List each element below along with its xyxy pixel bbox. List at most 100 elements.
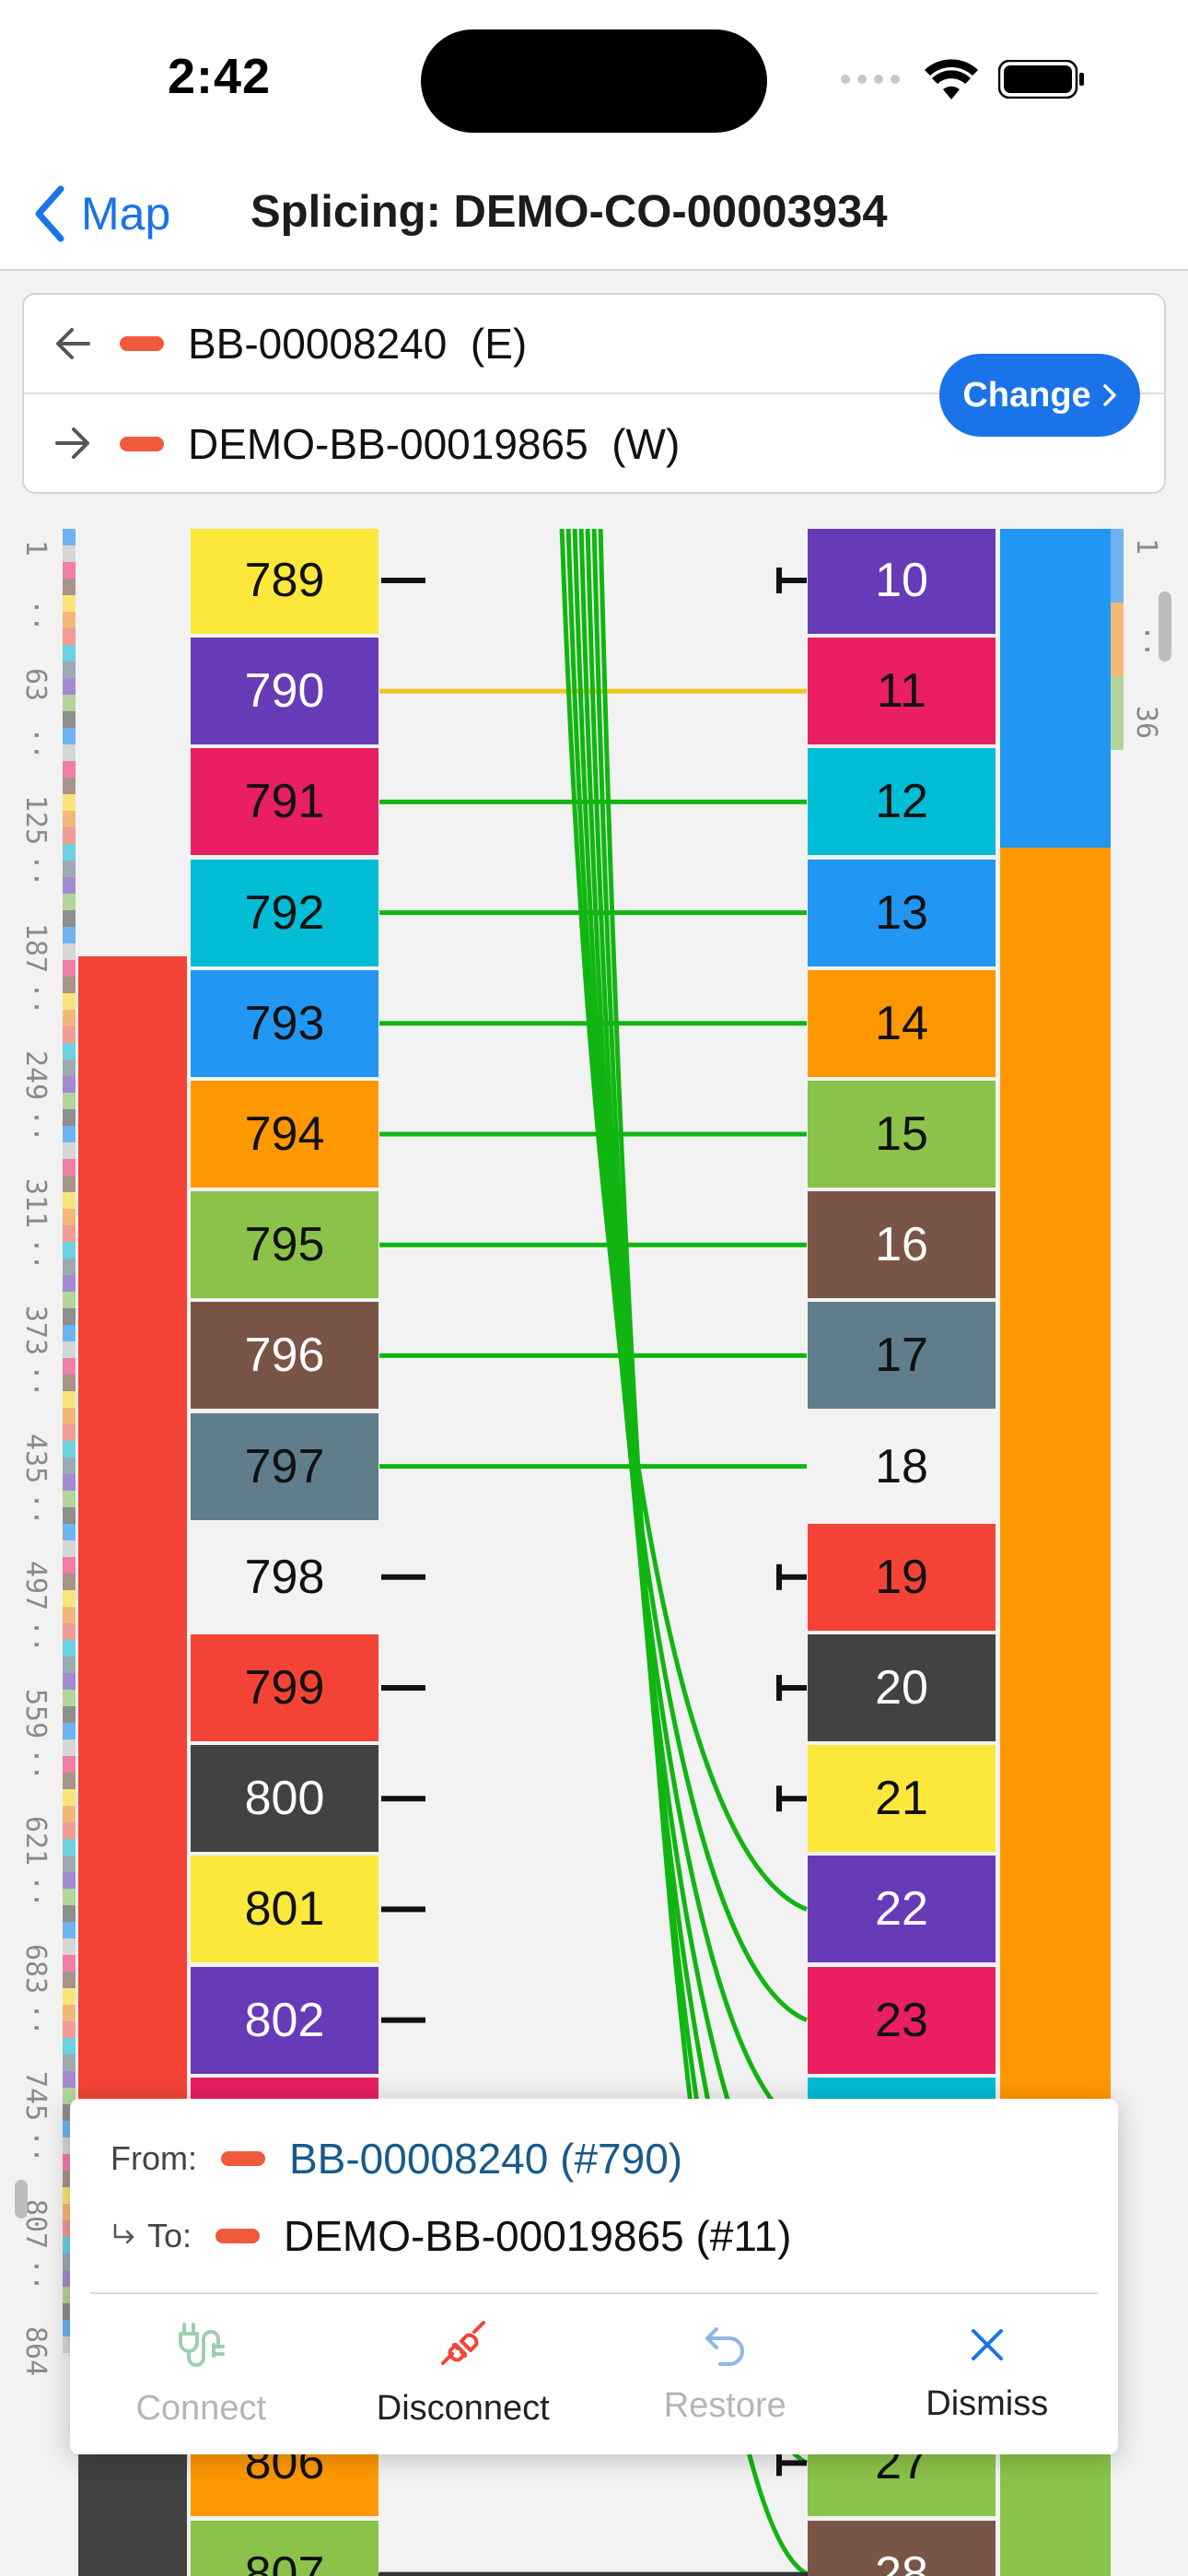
ruler-color-segment xyxy=(63,2055,76,2071)
right-fiber-cell[interactable]: 23 xyxy=(808,1966,996,2074)
left-fiber-cell[interactable]: 797 xyxy=(191,1412,379,1520)
connect-button[interactable]: Connect xyxy=(70,2294,332,2454)
ruler-color-segment xyxy=(63,1076,76,1093)
ruler-color-segment xyxy=(63,1540,76,1557)
connect-label: Connect xyxy=(135,2388,267,2428)
right-fiber-cell[interactable]: 11 xyxy=(808,638,996,745)
to-cable-row[interactable]: DEMO-BB-00019865 (W) xyxy=(24,394,1164,494)
ruler-color-segment xyxy=(63,827,76,844)
ruler-color-segment xyxy=(63,1706,76,1723)
left-tube-empty xyxy=(78,529,187,956)
ruler-color-segment xyxy=(63,1325,76,1341)
arrow-left-icon xyxy=(56,328,90,359)
ruler-color-segment xyxy=(63,794,76,811)
popup-from-value[interactable]: BB-00008240 (#790) xyxy=(289,2135,683,2183)
left-ruler-scroll-thumb[interactable] xyxy=(15,2180,28,2219)
right-fiber-cell[interactable]: 14 xyxy=(808,969,996,1077)
left-tube-dark[interactable] xyxy=(78,2454,187,2576)
ruler-color-segment xyxy=(63,1739,76,1756)
ruler-color-segment xyxy=(63,1938,76,1955)
splice-curve[interactable] xyxy=(578,529,809,2244)
left-fiber-cell[interactable]: 807 xyxy=(191,2520,379,2576)
right-fiber-cell[interactable]: 17 xyxy=(808,1302,996,1410)
ruler-color-segment xyxy=(63,1889,76,1905)
right-fiber-cell[interactable]: 15 xyxy=(808,1081,996,1188)
left-fiber-cell[interactable]: 802 xyxy=(191,1966,379,2074)
ruler-color-segment xyxy=(63,562,76,579)
right-fiber-cell[interactable]: 20 xyxy=(808,1634,996,1741)
from-cable-name: BB-00008240 (E) xyxy=(188,320,528,368)
popup-divider xyxy=(90,2292,1098,2294)
right-fiber-cell[interactable]: 13 xyxy=(808,859,996,966)
ruler-color-segment xyxy=(63,1640,76,1657)
left-fiber-cell[interactable]: 795 xyxy=(191,1191,379,1299)
ruler-color-segment xyxy=(63,579,76,595)
right-fiber-cell[interactable]: 28 xyxy=(808,2520,996,2576)
ruler-color-segment xyxy=(63,728,76,744)
ruler-color-segment xyxy=(63,943,76,960)
popup-from-row: From: BB-00008240 (#790) xyxy=(111,2134,682,2184)
cable-selector-panel: BB-00008240 (E) DEMO-BB-00019865 (W) Cha… xyxy=(22,293,1166,494)
dynamic-island xyxy=(421,29,767,133)
disconnect-label: Disconnect xyxy=(376,2388,550,2428)
ruler-color-segment xyxy=(63,1259,76,1275)
left-fiber-cell[interactable]: 793 xyxy=(191,969,379,1077)
right-ruler-ellipsis: ·· xyxy=(1130,625,1162,659)
change-button[interactable]: Change xyxy=(939,354,1140,437)
splice-curve[interactable] xyxy=(598,529,809,2576)
ruler-color-segment xyxy=(63,2005,76,2021)
ruler-color-segment xyxy=(63,1607,76,1623)
ruler-color-segment xyxy=(63,1043,76,1060)
change-button-label: Change xyxy=(962,375,1091,415)
popup-to-row: To: DEMO-BB-00019865 (#11) xyxy=(111,2211,791,2261)
left-fiber-cell[interactable]: 801 xyxy=(191,1856,379,1963)
right-fiber-cell[interactable]: 10 xyxy=(808,529,996,634)
left-fiber-cell[interactable]: 796 xyxy=(191,1302,379,1410)
ruler-color-segment xyxy=(63,1109,76,1126)
splice-curve[interactable] xyxy=(565,529,808,2022)
ruler-color-segment xyxy=(63,861,76,877)
left-fiber-cell[interactable]: 789 xyxy=(191,529,379,634)
right-fiber-ruler[interactable]: 1 36 ·· xyxy=(1111,529,1188,2576)
unplug-icon xyxy=(440,2320,485,2365)
right-ruler-scroll-thumb[interactable] xyxy=(1159,591,1171,662)
right-fiber-cell[interactable]: 21 xyxy=(808,1745,996,1853)
from-cable-row[interactable]: BB-00008240 (E) xyxy=(24,295,1164,394)
ruler-color-segment xyxy=(63,877,76,894)
status-time: 2:42 xyxy=(168,49,272,104)
disconnect-button[interactable]: Disconnect xyxy=(332,2294,595,2454)
right-tube-blue[interactable] xyxy=(1000,529,1111,848)
close-icon xyxy=(971,2328,1003,2360)
right-fiber-cell[interactable]: 12 xyxy=(808,748,996,856)
ruler-color-segment xyxy=(63,1441,76,1458)
splice-curve[interactable] xyxy=(572,529,808,2134)
status-icons xyxy=(840,59,1085,100)
back-label: Map xyxy=(81,188,171,240)
right-fiber-cell[interactable]: 22 xyxy=(808,1856,996,1963)
right-fiber-cell[interactable]: 16 xyxy=(808,1191,996,1299)
right-fiber-cell[interactable]: 18 xyxy=(808,1412,996,1520)
ruler-color-segment xyxy=(63,1375,76,1391)
ruler-color-segment xyxy=(63,1955,76,1972)
right-tube-green[interactable] xyxy=(1000,2451,1111,2576)
left-fiber-cell[interactable]: 790 xyxy=(191,638,379,745)
restore-button[interactable]: Restore xyxy=(594,2294,856,2454)
splice-links[interactable] xyxy=(0,529,1188,2576)
right-fiber-cell[interactable]: 19 xyxy=(808,1523,996,1631)
ruler-color-segment xyxy=(63,1093,76,1109)
left-fiber-cell[interactable]: 794 xyxy=(191,1081,379,1188)
left-fiber-cell[interactable]: 798 xyxy=(191,1523,379,1631)
left-fiber-cell[interactable]: 799 xyxy=(191,1634,379,1741)
right-ruler-color-strip xyxy=(1111,529,1124,750)
ruler-color-segment xyxy=(63,1690,76,1706)
left-fiber-cell[interactable]: 791 xyxy=(191,748,379,856)
dismiss-button[interactable]: Dismiss xyxy=(856,2294,1119,2454)
ruler-color-segment xyxy=(63,1673,76,1690)
arrow-right-icon xyxy=(55,427,89,459)
ruler-color-segment xyxy=(63,811,76,827)
left-fiber-cell[interactable]: 792 xyxy=(191,859,379,966)
ruler-color-segment xyxy=(63,993,76,1010)
left-fiber-cell[interactable]: 800 xyxy=(191,1745,379,1853)
ruler-color-segment xyxy=(63,1010,76,1026)
back-button[interactable]: Map xyxy=(31,179,170,249)
